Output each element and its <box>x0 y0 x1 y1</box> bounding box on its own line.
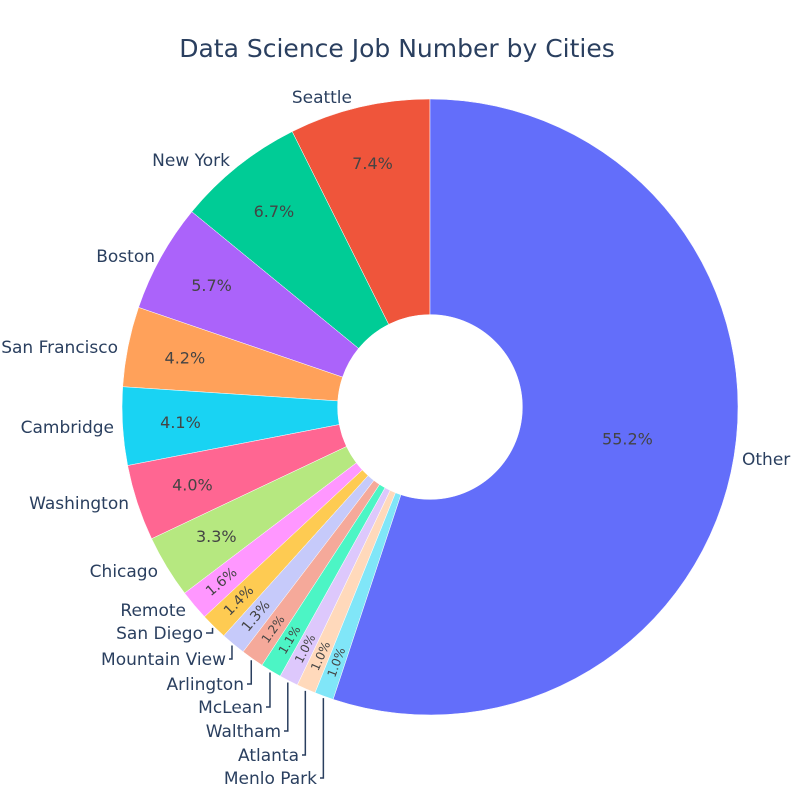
slice-name-label: Atlanta <box>238 746 299 766</box>
percent-label: 4.0% <box>172 475 213 494</box>
slice-name-label: Menlo Park <box>224 769 317 789</box>
leader-line <box>229 645 233 660</box>
slice-name-label: Boston <box>96 247 155 267</box>
chart-title: Data Science Job Number by Cities <box>179 34 615 63</box>
slice-name-label: New York <box>152 151 230 171</box>
leader-line <box>320 698 325 779</box>
slice-name-label: Seattle <box>292 88 352 108</box>
percent-label: 4.2% <box>165 348 206 367</box>
slice-name-label: Waltham <box>206 722 281 742</box>
percent-label: 4.1% <box>160 413 201 432</box>
slice-name-label: Arlington <box>167 675 244 695</box>
percent-label: 3.3% <box>196 527 237 546</box>
slice-name-label: Cambridge <box>21 418 114 438</box>
percent-label: 5.7% <box>191 276 232 295</box>
slice-name-label: Mountain View <box>101 650 226 670</box>
slice-name-label: Other <box>742 450 790 470</box>
slice-other[interactable] <box>332 98 739 716</box>
leader-line <box>266 672 271 708</box>
percent-label: 6.7% <box>254 202 295 221</box>
slice-name-label: McLean <box>198 698 263 718</box>
slice-name-label: San Diego <box>116 624 203 644</box>
percent-label: 7.4% <box>352 154 393 173</box>
slices <box>121 98 739 716</box>
labels: 7.4% Seattle 6.7% New York 5.7% Boston 4.2% San… <box>1 88 790 789</box>
leader-line <box>302 690 307 756</box>
slice-name-label: Remote <box>120 601 186 621</box>
percent-label: 55.2% <box>602 429 653 448</box>
leader-line <box>206 627 214 634</box>
slice-name-label: Chicago <box>90 562 158 582</box>
leader-lines <box>206 627 325 779</box>
slice-name-label: Washington <box>29 494 129 514</box>
leader-line <box>284 682 289 732</box>
slice-name-label: San Francisco <box>1 338 118 358</box>
leader-line <box>247 660 253 685</box>
